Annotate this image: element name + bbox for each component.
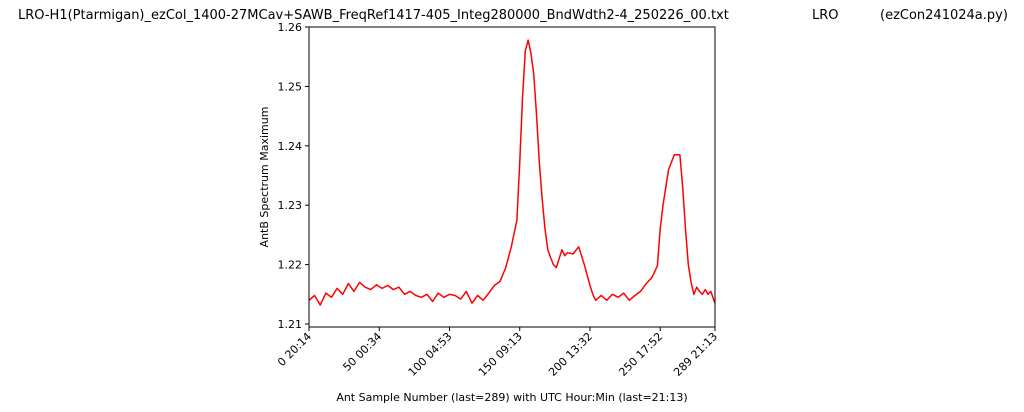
x-tick-label: 150 09:13 bbox=[476, 330, 525, 379]
plot-frame bbox=[308, 26, 716, 328]
series-layer bbox=[308, 39, 716, 306]
series-line bbox=[308, 39, 716, 306]
x-tick-label: 250 17:52 bbox=[616, 330, 665, 379]
y-tick-label: 1.24 bbox=[278, 140, 303, 153]
y-tick-label: 1.22 bbox=[278, 259, 303, 272]
x-tick-label: 100 04:53 bbox=[406, 330, 455, 379]
chart-title-file: LRO-H1(Ptarmigan)_ezCol_1400-27MCav+SAWB… bbox=[18, 8, 729, 23]
x-tick-label: 0 20:14 bbox=[275, 330, 314, 369]
x-tick-label: 50 00:34 bbox=[340, 330, 384, 374]
x-tick-label: 200 13:32 bbox=[546, 330, 595, 379]
y-tick-label: 1.26 bbox=[278, 21, 303, 34]
x-axis-label: Ant Sample Number (last=289) with UTC Ho… bbox=[336, 391, 687, 404]
chart-title-program: (ezCon241024a.py) bbox=[880, 8, 1008, 23]
chart-title-station: LRO bbox=[812, 8, 839, 23]
x-axis-ticks: 0 20:14 50 00:34 100 04:53 150 09:13 200 13:… bbox=[275, 327, 720, 379]
y-tick-label: 1.21 bbox=[278, 318, 303, 331]
y-axis-ticks: 1.21 1.22 1.23 1.24 1.25 1.26 bbox=[278, 21, 309, 331]
x-tick-label: 289 21:13 bbox=[671, 330, 720, 379]
y-tick-label: 1.25 bbox=[278, 80, 303, 93]
y-axis-label: AntB Spectrum Maximum bbox=[258, 107, 271, 248]
y-tick-label: 1.23 bbox=[278, 199, 303, 212]
